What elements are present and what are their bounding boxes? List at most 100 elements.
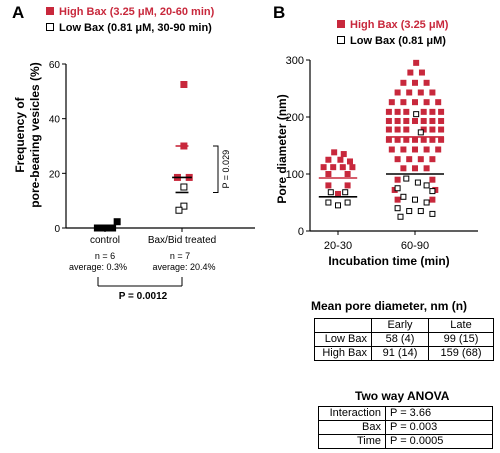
data-point-high	[394, 89, 401, 96]
y-tick-label: 200	[286, 112, 304, 124]
data-point-high	[385, 136, 392, 143]
table2-title: Two way ANOVA	[355, 389, 450, 403]
data-point-high	[435, 99, 442, 106]
y-tick-label: 60	[49, 60, 61, 71]
legend-b-high-marker	[337, 20, 345, 28]
data-point-low	[423, 199, 430, 206]
data-point-high	[406, 89, 413, 96]
table2-row-label: Interaction	[318, 406, 386, 421]
y-tick-label: 40	[49, 115, 61, 126]
data-point-high	[339, 164, 346, 171]
table1-row-label: Low Bax	[314, 332, 372, 347]
y-tick-label: 100	[286, 169, 304, 181]
x-tick-label: Bax/Bid treated	[148, 235, 216, 246]
data-point-high	[429, 136, 436, 143]
bracket-p-value: P = 0.029	[221, 150, 231, 189]
table1-header-cell: Early	[370, 318, 430, 333]
data-point-high	[400, 165, 407, 172]
data-point-high	[335, 190, 341, 197]
data-point-high	[438, 136, 445, 143]
comparison-p-value: P = 0.0012	[119, 291, 168, 300]
chart-marks: 0 20 40 60 control Bax/Bid treated P = 0.029 0 1…	[49, 55, 478, 252]
table1-header-cell	[314, 318, 372, 333]
data-point-high	[423, 99, 430, 106]
data-point-high	[412, 99, 418, 106]
stat-control-average: average: 0.3%	[69, 262, 127, 272]
data-point-low	[344, 199, 351, 206]
data-point-low	[175, 206, 183, 214]
data-point-high	[403, 108, 410, 115]
table-row: Low Bax 58 (4) 99 (15)	[314, 332, 494, 347]
data-point-high	[388, 99, 395, 106]
data-point-low	[325, 199, 332, 206]
data-point-high	[429, 156, 436, 163]
data-point-low	[180, 183, 188, 191]
data-point-high	[344, 182, 351, 189]
data-point-high	[325, 182, 332, 189]
legend-a-high-label: High Bax (3.25 μM, 20-60 min)	[59, 6, 215, 18]
table1-cell: 58 (4)	[370, 332, 430, 347]
table1-header-cell: Late	[428, 318, 494, 333]
data-point-high	[420, 136, 427, 143]
ylabel-a-line1: Frequency of	[13, 96, 27, 172]
table1: Early Late Low Bax 58 (4) 99 (15) High B…	[314, 318, 494, 361]
data-point-high	[394, 156, 401, 163]
table1-row-label: High Bax	[314, 346, 372, 361]
stat-treated-n: n = 7	[170, 251, 190, 261]
data-point-high	[417, 156, 424, 163]
table1-header-row: Early Late	[314, 318, 494, 333]
legend-a-low-marker	[46, 23, 54, 31]
data-point-high	[347, 158, 353, 165]
legend-b-low-label: Low Bax (0.81 μM)	[350, 35, 446, 47]
y-tick-label: 0	[298, 226, 304, 238]
data-point-low	[394, 185, 401, 192]
data-point-high	[400, 146, 407, 153]
x-tick-label: 20-30	[324, 240, 352, 252]
table2-cell: P = 3.66	[385, 406, 493, 421]
figure-charts: A Frequency of pore-bearing vesicles (%)…	[12, 3, 478, 300]
data-point-high	[330, 164, 337, 171]
data-point-high	[385, 126, 392, 133]
data-point-high	[340, 151, 347, 158]
data-point-high	[413, 59, 420, 66]
legend-a-high-marker	[46, 7, 54, 15]
table1-cell: 159 (68)	[428, 346, 494, 361]
data-point-high	[429, 108, 436, 115]
table-row: Bax P = 0.003	[318, 420, 493, 435]
data-point-high	[385, 108, 392, 115]
data-point-high	[180, 81, 188, 88]
data-point-high	[420, 108, 427, 115]
data-point-low	[394, 205, 401, 212]
data-point-high	[429, 89, 436, 96]
data-point-high	[394, 176, 401, 183]
legend-b-low-marker	[337, 36, 345, 44]
data-point-high	[412, 117, 418, 124]
table1-cell: 91 (14)	[370, 346, 430, 361]
xlabel-b: Incubation time (min)	[328, 254, 449, 268]
data-point-high	[394, 196, 401, 203]
table-row: Time P = 0.0005	[318, 434, 493, 449]
data-point-low	[412, 196, 418, 203]
data-point-high	[420, 117, 427, 124]
stat-control-n: n = 6	[95, 251, 115, 261]
data-point-high	[394, 136, 401, 143]
data-point-high	[429, 196, 436, 203]
data-point-high	[337, 156, 344, 163]
data-point-high	[394, 117, 401, 124]
table-row: High Bax 91 (14) 159 (68)	[314, 346, 494, 361]
data-point-high	[417, 89, 424, 96]
y-tick-label: 300	[286, 55, 304, 67]
data-point-high	[407, 69, 414, 76]
data-point-high	[429, 176, 436, 183]
data-point-high	[412, 165, 418, 172]
data-point-high	[418, 69, 425, 76]
data-point-high	[320, 164, 327, 171]
data-point-high	[412, 146, 418, 153]
table1-title: Mean pore diameter, nm (n)	[311, 299, 468, 313]
panel-label-a: A	[12, 3, 24, 22]
data-point-low	[429, 188, 436, 195]
data-point-high	[394, 108, 401, 115]
data-point-low	[413, 111, 420, 118]
data-point-low	[327, 189, 334, 196]
table-row: Interaction P = 3.66	[318, 406, 493, 421]
